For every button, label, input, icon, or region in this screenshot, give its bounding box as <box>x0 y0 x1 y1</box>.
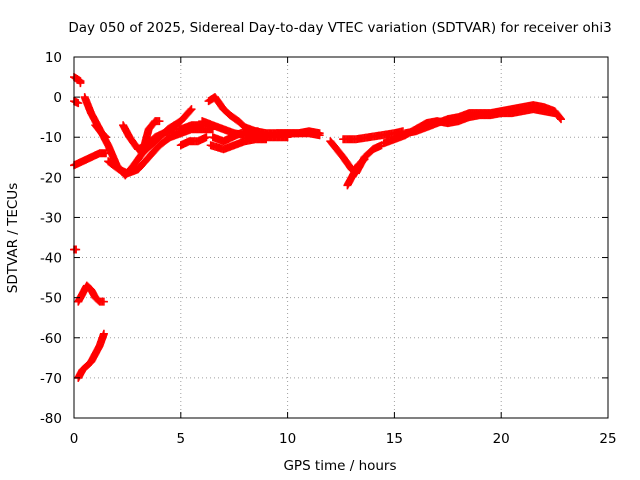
data-point <box>187 105 196 114</box>
data-point <box>155 117 164 126</box>
y-tick-label: -80 <box>40 411 62 427</box>
series-arc-w <box>74 329 108 382</box>
data-point <box>315 131 324 140</box>
data-point <box>253 127 262 136</box>
y-tick-label: -10 <box>40 130 62 146</box>
y-tick-label: -40 <box>40 251 62 267</box>
y-tick-label: -60 <box>40 331 62 347</box>
y-tick-label: -30 <box>40 210 62 226</box>
y-axis-label: SDTVAR / TECUs <box>5 183 21 293</box>
y-tick-label: 10 <box>45 50 62 66</box>
data-point <box>76 79 85 88</box>
series-arc-v <box>74 281 108 306</box>
x-tick-label: 10 <box>279 431 296 447</box>
x-tick-label: 25 <box>599 431 616 447</box>
data-point <box>557 115 566 124</box>
data-point <box>72 245 81 254</box>
tick-labels: 0 5 10 15 20 25 10 0 -10 -20 -30 -40 -50 -60 -70 -80 <box>40 50 617 447</box>
x-axis-label: GPS time / hours <box>283 458 396 474</box>
data-point <box>186 106 195 115</box>
data-point <box>550 109 559 118</box>
data-point <box>99 297 108 306</box>
y-tick-label: -70 <box>40 371 62 387</box>
data-point <box>102 133 111 142</box>
series-arc-h <box>140 117 164 150</box>
x-tick-label: 0 <box>70 431 79 447</box>
x-tick-label: 20 <box>493 431 510 447</box>
x-tick-label: 5 <box>177 431 186 447</box>
data-point <box>359 156 368 165</box>
data-point <box>262 135 271 144</box>
grid-lines <box>74 57 608 418</box>
plot-frame <box>73 56 609 419</box>
data-point <box>74 99 83 108</box>
y-tick-label: -20 <box>40 170 62 186</box>
data-point <box>99 329 108 338</box>
data-point <box>100 132 109 141</box>
series-arc-t <box>454 105 559 126</box>
y-tick-label: 0 <box>53 90 62 106</box>
series-arc-e <box>91 121 111 142</box>
y-tick-label: -50 <box>40 291 62 307</box>
chart-title: Day 050 of 2025, Sidereal Day-to-day VTE… <box>68 20 611 36</box>
series-arc-i <box>176 133 211 150</box>
series-arc-l <box>208 127 262 146</box>
series-arc-m <box>206 135 271 154</box>
data-point <box>360 155 369 164</box>
series-arc-q <box>339 127 407 144</box>
data-points <box>70 73 566 382</box>
series-arc-p <box>343 155 369 190</box>
x-tick-label: 15 <box>386 431 403 447</box>
data-point <box>556 114 565 123</box>
series-arc-n <box>272 129 324 140</box>
